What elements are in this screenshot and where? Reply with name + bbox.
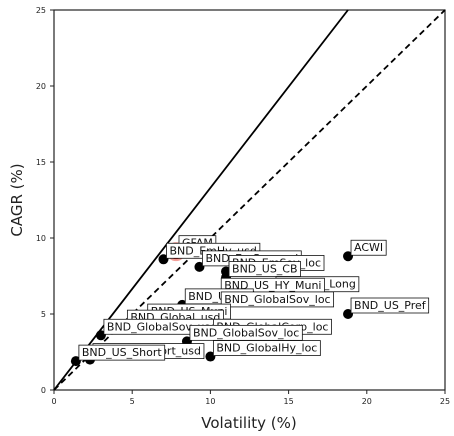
reference-line-solid [53, 9, 349, 391]
point-label: BND_GlobalSov_loc [220, 291, 335, 308]
point-label: BND_GlobalSov_loc [189, 324, 303, 341]
y-tick-label: 0 [41, 386, 46, 395]
y-axis-label: CAGR (%) [8, 163, 26, 236]
data-point [343, 309, 354, 319]
point-label: BND_US_Pref [350, 297, 430, 314]
data-point [343, 251, 354, 262]
point-label-box [220, 291, 335, 308]
point-label: ACWI [350, 239, 387, 256]
point-label-text: BND_US_Short [82, 346, 162, 359]
data-point [205, 351, 216, 362]
point-label-box [350, 239, 387, 256]
x-tick-label: 5 [130, 397, 135, 406]
x-axis: 0 5 10 15 20 25 [51, 390, 450, 406]
point-label-text: BND_GlobalHy_loc [216, 342, 317, 355]
x-axis-label: Volatility (%) [201, 414, 297, 432]
x-tick-label: 0 [51, 397, 56, 406]
y-tick-label: 15 [36, 158, 46, 167]
x-tick-label: 20 [362, 397, 372, 406]
data-point [70, 356, 81, 367]
y-tick-label: 20 [36, 82, 46, 91]
y-axis: 0 5 10 15 20 25 [36, 6, 54, 395]
x-tick-label: 25 [440, 397, 450, 406]
point-label: BND_US_CB [228, 261, 301, 277]
point-label-text: BND_US_CB [232, 263, 298, 276]
y-tick-label: 10 [36, 234, 46, 243]
point-label-box [350, 297, 430, 314]
point-label-text: BND_US_Pref [354, 299, 427, 312]
data-point [158, 254, 169, 265]
x-tick-label: 10 [205, 397, 215, 406]
point-label: BND_US_Short [78, 344, 166, 361]
x-tick-label: 15 [284, 397, 294, 406]
data-point [194, 261, 205, 272]
point-label-box [212, 340, 321, 356]
point-labels: ACWIGFAMBND_EmHy_usdBND_EmSov_usdBND_EmS… [78, 235, 430, 361]
point-label-box [228, 261, 301, 277]
point-label-text: ACWI [354, 241, 383, 254]
y-tick-label: 5 [41, 310, 46, 319]
y-tick-label: 25 [36, 6, 46, 15]
data-point [95, 330, 106, 341]
point-label: BND_GlobalHy_loc [212, 340, 321, 356]
point-label-text: BND_GlobalSov_loc [224, 293, 330, 306]
point-label-text: BND_GlobalSov_loc [193, 326, 299, 339]
point-label-box [78, 344, 166, 361]
